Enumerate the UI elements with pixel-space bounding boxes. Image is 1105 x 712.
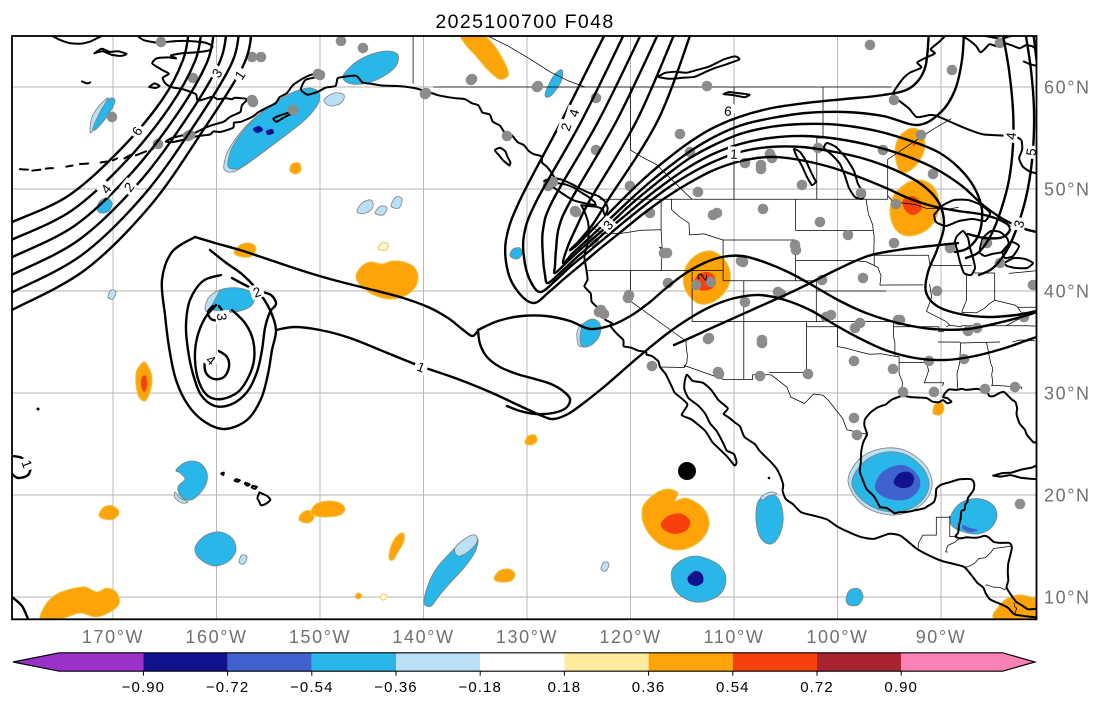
svg-text:2: 2 <box>694 272 710 282</box>
svg-text:90°W: 90°W <box>916 627 967 647</box>
svg-text:170°W: 170°W <box>82 627 144 647</box>
svg-text:50°N: 50°N <box>1044 180 1091 200</box>
svg-text:6: 6 <box>723 103 732 119</box>
svg-text:140°W: 140°W <box>392 627 454 647</box>
svg-text:−0.54: −0.54 <box>290 679 333 696</box>
svg-text:2025100700 F048: 2025100700 F048 <box>435 11 614 33</box>
svg-text:1: 1 <box>730 147 739 162</box>
svg-text:120°W: 120°W <box>599 627 661 647</box>
svg-text:0.36: 0.36 <box>632 679 666 696</box>
svg-text:−0.18: −0.18 <box>458 679 501 696</box>
svg-text:0.18: 0.18 <box>548 679 582 696</box>
svg-text:−0.36: −0.36 <box>374 679 417 696</box>
svg-text:5: 5 <box>1023 147 1039 157</box>
svg-text:0.72: 0.72 <box>800 679 834 696</box>
svg-text:160°W: 160°W <box>185 627 247 647</box>
svg-text:130°W: 130°W <box>496 627 558 647</box>
svg-text:20°N: 20°N <box>1044 486 1091 506</box>
svg-text:−0.72: −0.72 <box>206 679 249 696</box>
svg-text:100°W: 100°W <box>806 627 868 647</box>
svg-text:3: 3 <box>214 313 230 322</box>
svg-text:4: 4 <box>1003 131 1019 141</box>
svg-text:10°N: 10°N <box>1044 588 1091 608</box>
svg-text:150°W: 150°W <box>289 627 351 647</box>
svg-text:−0.90: −0.90 <box>122 679 165 696</box>
svg-text:3: 3 <box>1011 219 1027 230</box>
svg-text:30°N: 30°N <box>1044 384 1091 404</box>
svg-text:0.54: 0.54 <box>716 679 750 696</box>
svg-text:40°N: 40°N <box>1044 282 1091 302</box>
svg-text:2: 2 <box>251 284 263 301</box>
svg-text:2: 2 <box>558 121 575 133</box>
svg-text:0.90: 0.90 <box>884 679 918 696</box>
svg-text:110°W: 110°W <box>704 627 765 647</box>
svg-text:60°N: 60°N <box>1044 78 1091 98</box>
